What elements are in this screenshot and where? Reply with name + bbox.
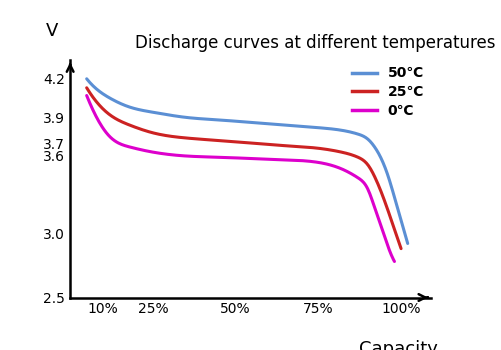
25℃: [349, 153, 355, 157]
Text: Discharge curves at different temperatures: Discharge curves at different temperatur…: [135, 34, 495, 52]
Line: 25℃: 25℃: [87, 88, 401, 248]
0℃: [85, 96, 91, 100]
50℃: [275, 122, 281, 127]
25℃: [84, 86, 90, 90]
25℃: [369, 169, 375, 173]
Line: 50℃: 50℃: [87, 79, 408, 244]
0℃: [266, 157, 272, 161]
Text: Capacity: Capacity: [359, 340, 438, 350]
50℃: [405, 241, 411, 246]
50℃: [85, 78, 91, 82]
0℃: [84, 93, 90, 98]
50℃: [274, 122, 280, 127]
50℃: [375, 150, 381, 154]
0℃: [343, 169, 349, 173]
Legend: 50℃, 25℃, 0℃: 50℃, 25℃, 0℃: [352, 66, 424, 118]
25℃: [270, 143, 276, 147]
25℃: [398, 246, 404, 251]
0℃: [391, 259, 397, 264]
25℃: [85, 88, 91, 92]
50℃: [280, 123, 286, 127]
25℃: [276, 143, 282, 147]
50℃: [84, 77, 90, 81]
0℃: [267, 157, 273, 161]
25℃: [271, 143, 277, 147]
0℃: [272, 158, 278, 162]
Text: V: V: [46, 22, 58, 41]
Line: 0℃: 0℃: [87, 96, 394, 261]
50℃: [354, 132, 360, 136]
0℃: [363, 183, 369, 187]
